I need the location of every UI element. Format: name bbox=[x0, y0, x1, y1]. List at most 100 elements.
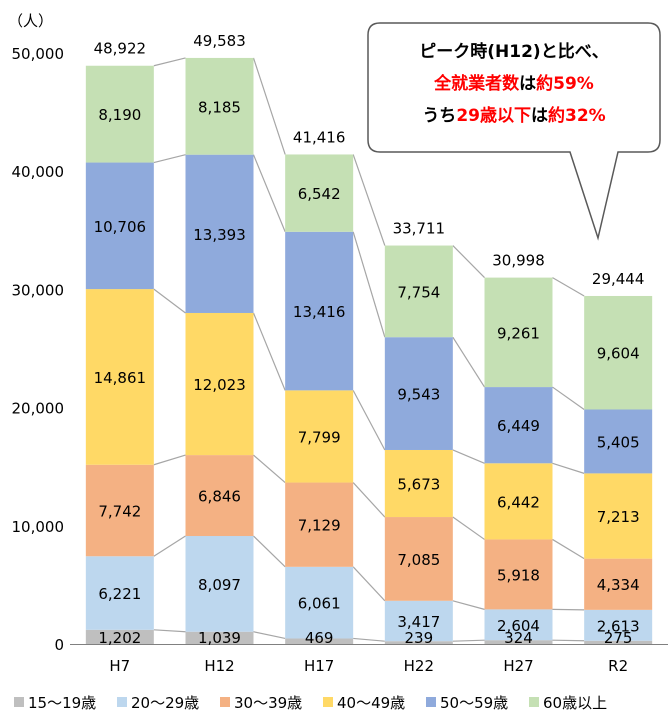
data-label: 7,213 bbox=[597, 508, 640, 526]
bar-segment bbox=[484, 539, 553, 610]
connector-line bbox=[253, 454, 286, 484]
connector-line bbox=[252, 154, 286, 233]
connector-line bbox=[253, 535, 286, 568]
bar-segment bbox=[185, 154, 254, 313]
bar-segment bbox=[285, 231, 354, 391]
data-label: 5,405 bbox=[597, 433, 640, 451]
data-labels: 1,202 1,039 469 239 324 275 6,221 8,097 6,061 3,4… bbox=[94, 32, 645, 647]
data-label: 8,097 bbox=[198, 576, 241, 594]
legend-swatch bbox=[323, 697, 333, 707]
data-label: 6,061 bbox=[298, 595, 341, 613]
connector-line bbox=[552, 462, 585, 474]
callout-highlight-pct-young: 約32% bbox=[548, 105, 606, 126]
callout-line-1: ピーク時(H12)と比べ、 bbox=[419, 41, 608, 62]
bar-segment bbox=[185, 536, 254, 632]
bar-segment bbox=[285, 482, 354, 567]
legend-label: 20～29歳 bbox=[131, 694, 199, 712]
bar-segment bbox=[584, 558, 653, 610]
data-label: 5,673 bbox=[397, 476, 440, 494]
y-tick-label: 10,000 bbox=[12, 518, 65, 536]
callout-highlight-pct-total: 約59% bbox=[536, 73, 594, 94]
bar-segment bbox=[584, 409, 653, 474]
connector-line bbox=[253, 631, 286, 640]
data-label: 8,185 bbox=[198, 98, 241, 116]
connector-line bbox=[252, 312, 286, 391]
connector-lines bbox=[153, 57, 585, 642]
data-label: 6,449 bbox=[497, 417, 540, 435]
data-label: 469 bbox=[305, 629, 334, 647]
legend-label: 50～59歳 bbox=[440, 694, 508, 712]
data-label: 5,918 bbox=[497, 566, 540, 584]
x-tick-label: R2 bbox=[608, 657, 628, 675]
bar-segment bbox=[185, 57, 254, 155]
total-label: 49,583 bbox=[193, 32, 246, 50]
bar-segment bbox=[584, 640, 653, 644]
axis-layer: 0 10,000 20,000 30,000 40,000 50,000 H7 H12 H17 H… bbox=[12, 45, 668, 675]
y-tick-label: 0 bbox=[54, 636, 64, 654]
legend-swatch bbox=[14, 697, 24, 707]
data-label: 239 bbox=[405, 629, 434, 647]
data-label: 275 bbox=[604, 629, 633, 647]
data-label: 4,334 bbox=[597, 576, 640, 594]
callout-line-3: うち29歳以下は約32% bbox=[422, 105, 605, 126]
data-label: 6,221 bbox=[98, 585, 141, 603]
data-label: 6,542 bbox=[298, 185, 341, 203]
bar-segment bbox=[285, 566, 354, 639]
y-tick-label: 20,000 bbox=[12, 400, 65, 418]
connector-line bbox=[452, 516, 485, 540]
bar-segment bbox=[384, 449, 453, 518]
callout-particle: は bbox=[519, 74, 536, 94]
x-tick-label: H17 bbox=[304, 657, 334, 675]
connector-line bbox=[452, 639, 485, 642]
connector-line bbox=[153, 154, 186, 164]
bar-segment bbox=[584, 295, 653, 410]
bar-segment bbox=[85, 162, 154, 290]
data-label: 1,202 bbox=[98, 629, 141, 647]
bar-segment bbox=[484, 463, 553, 540]
bar-segment bbox=[384, 641, 453, 644]
bar-segment bbox=[285, 638, 354, 644]
data-label: 13,393 bbox=[193, 226, 246, 244]
data-label: 2,604 bbox=[497, 617, 540, 635]
total-label: 33,711 bbox=[393, 220, 446, 238]
legend-swatch bbox=[117, 697, 127, 707]
bar-segment bbox=[85, 65, 154, 163]
connector-line bbox=[452, 449, 485, 464]
data-label: 9,261 bbox=[497, 324, 540, 342]
data-label: 2,613 bbox=[597, 617, 640, 635]
bar-segment bbox=[584, 473, 653, 559]
data-label: 12,023 bbox=[193, 376, 246, 394]
callout-highlight-young: 29歳以下 bbox=[456, 105, 531, 126]
connector-line bbox=[352, 566, 386, 602]
data-label: 13,416 bbox=[293, 303, 346, 321]
data-label: 3,417 bbox=[397, 613, 440, 631]
bar-segment bbox=[85, 464, 154, 557]
connector-line bbox=[552, 639, 585, 642]
bar-segment bbox=[185, 312, 254, 456]
data-label: 9,604 bbox=[597, 345, 640, 363]
bar-segment bbox=[384, 337, 453, 450]
connector-line bbox=[153, 629, 186, 633]
legend-swatch bbox=[220, 697, 230, 707]
y-tick-label: 50,000 bbox=[12, 45, 65, 63]
data-label: 6,442 bbox=[497, 493, 540, 511]
x-tick-label: H27 bbox=[503, 657, 533, 675]
x-tick-label: H22 bbox=[404, 657, 434, 675]
legend-label: 15～19歳 bbox=[28, 694, 96, 712]
data-label: 7,085 bbox=[397, 551, 440, 569]
bar-segment bbox=[384, 600, 453, 642]
callout-line-2: 全就業者数は約59% bbox=[433, 73, 594, 94]
connector-line bbox=[552, 538, 585, 560]
data-label: 9,543 bbox=[397, 386, 440, 404]
connector-line bbox=[352, 231, 386, 338]
bar-segment bbox=[85, 289, 154, 465]
y-tick-label: 40,000 bbox=[12, 163, 65, 181]
total-label: 30,998 bbox=[492, 252, 545, 270]
legend-label: 60歳以上 bbox=[543, 694, 607, 712]
bar-segment bbox=[285, 154, 354, 232]
bar-segment bbox=[484, 609, 553, 641]
data-label: 7,129 bbox=[298, 517, 341, 535]
callout-prefix: うち bbox=[422, 106, 456, 126]
data-label: 7,799 bbox=[298, 428, 341, 446]
